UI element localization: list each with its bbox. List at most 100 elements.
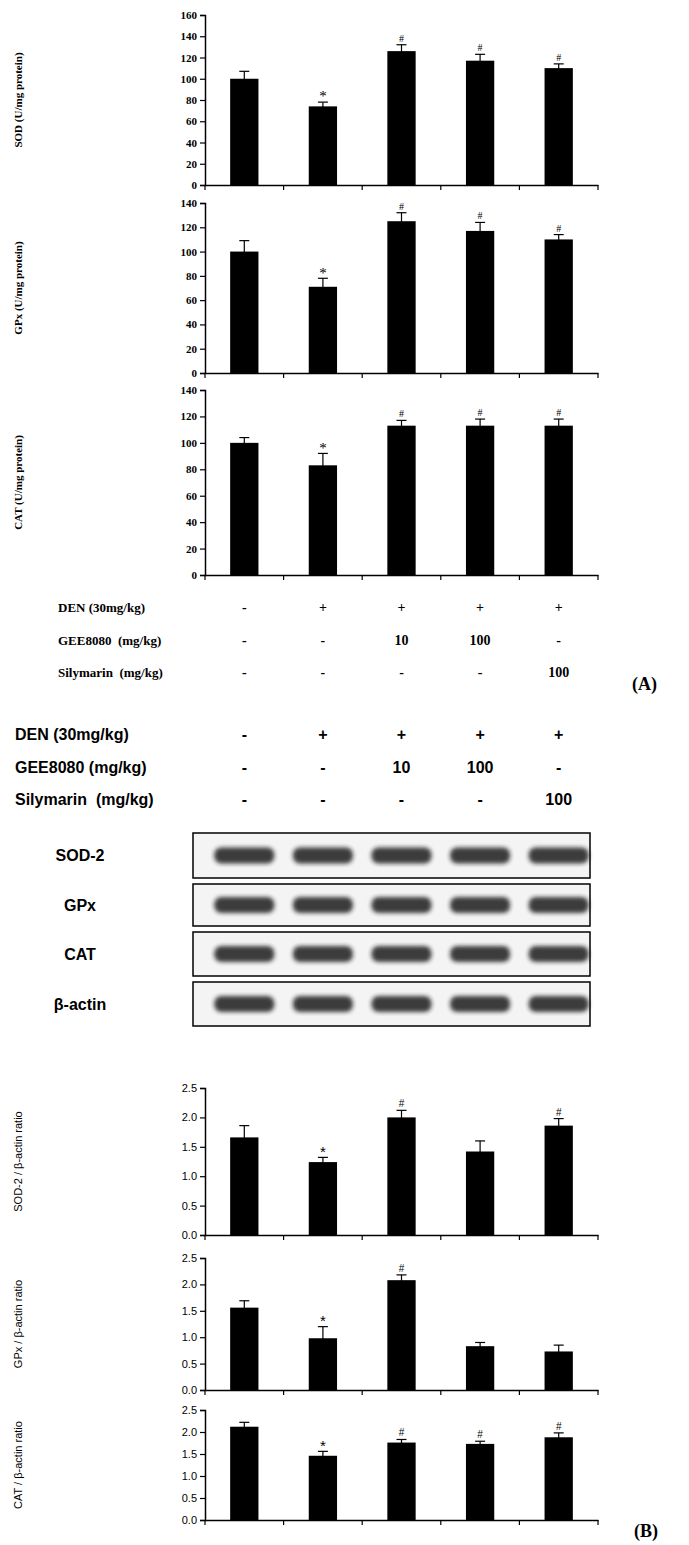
y-tick-label: 0.5: [182, 1200, 197, 1212]
x-separator: [204, 185, 205, 190]
treatment-label: Silymarin (mg/kg): [15, 791, 154, 808]
y-tick: 0: [192, 179, 206, 191]
y-tick: 1.5: [182, 1141, 205, 1153]
significance-star: *: [319, 88, 327, 104]
y-tick: 0: [192, 569, 206, 581]
bar: [545, 68, 573, 185]
bar: [230, 252, 258, 373]
y-tick-mark: [200, 548, 205, 549]
y-tick-mark: [200, 36, 205, 37]
significance-hash: #: [556, 52, 561, 63]
y-tick-label: 0.5: [182, 1358, 197, 1370]
y-tick-label: 60: [186, 115, 198, 127]
x-separator: [362, 1235, 363, 1240]
treatment-label: Silymarin (mg/kg): [58, 665, 163, 680]
blot-label: β-actin: [54, 996, 106, 1013]
significance-star: *: [320, 1143, 326, 1160]
blot-frame: [193, 833, 590, 878]
error-bar-cap: [475, 54, 485, 55]
blot-band: [450, 996, 510, 1012]
blot-label: CAT: [64, 946, 96, 963]
error-bar-cap: [397, 212, 407, 213]
error-bar-stem: [244, 1126, 245, 1150]
y-tick-mark: [200, 1432, 205, 1433]
y-tick: 20: [186, 158, 205, 170]
y-axis-title: CAT / β-actin ratio: [12, 1421, 24, 1509]
y-tick-mark: [200, 1476, 205, 1477]
error-bar-cap: [475, 1140, 485, 1141]
treatment-value: -: [321, 633, 326, 648]
treatment-table: DEN (30mg/kg)-++++GEE8080 (mg/kg)--10100…: [15, 726, 572, 808]
treatment-value: 100: [470, 633, 491, 648]
error-bar-cap: [239, 1149, 249, 1150]
y-tick-mark: [200, 349, 205, 350]
significance-hash: #: [477, 1429, 483, 1440]
error-bar-cap: [239, 1300, 249, 1301]
y-axis: 020406080100120140160: [181, 9, 206, 191]
y-tick-mark: [200, 1284, 205, 1285]
error-bar-cap: [397, 1124, 407, 1125]
y-axis-line: [200, 204, 206, 374]
treatment-value: -: [242, 600, 247, 615]
bar: [545, 426, 573, 575]
y-tick: 60: [186, 490, 205, 502]
y-tick: 2.5: [182, 1252, 205, 1264]
error-bar: [397, 1439, 407, 1445]
y-tick-label: 80: [186, 270, 198, 282]
error-bar-stem: [244, 1301, 245, 1315]
significance-hash: #: [399, 408, 404, 419]
y-tick-label: 40: [186, 516, 198, 528]
y-tick-label: 100: [181, 437, 198, 449]
y-tick: 60: [186, 115, 205, 127]
y-tick-label: 0: [192, 367, 198, 379]
y-tick: 80: [186, 270, 205, 282]
y-tick: 0.0: [182, 1384, 205, 1396]
error-bar: [239, 1422, 249, 1431]
error-bar-stem: [322, 1327, 323, 1350]
error-bar-cap: [554, 432, 564, 433]
treatment-label: DEN (30mg/kg): [58, 600, 145, 615]
y-tick-label: 120: [181, 52, 198, 64]
error-bar-cap: [475, 432, 485, 433]
y-tick-mark: [200, 416, 205, 417]
y-tick-label: 1.0: [182, 1470, 197, 1482]
x-separator: [440, 185, 441, 190]
significance-hash: #: [556, 1421, 562, 1432]
y-tick-mark: [200, 1410, 205, 1411]
x-axis: [206, 185, 599, 186]
x-separator: [362, 373, 363, 378]
error-bar-cap: [397, 1110, 407, 1111]
y-tick-mark: [200, 1520, 205, 1521]
y-tick: 100: [181, 73, 206, 85]
bar: [309, 465, 337, 575]
x-separator: [519, 373, 520, 378]
y-axis-line: [200, 1411, 206, 1521]
x-separator: [204, 1390, 205, 1395]
error-bar-cap: [318, 477, 328, 478]
y-tick: 0.0: [182, 1514, 205, 1526]
error-bar-cap: [475, 1349, 485, 1350]
y-tick-mark: [200, 79, 205, 80]
bar: [309, 1162, 337, 1235]
y-tick-mark: [200, 121, 205, 122]
error-bar: [397, 213, 407, 230]
error-bar: [554, 1433, 564, 1442]
significance-hash: #: [399, 33, 404, 44]
treatment-value: -: [478, 665, 483, 680]
error-bar-cap: [239, 1422, 249, 1423]
y-tick: 0: [192, 367, 206, 379]
x-separator: [597, 185, 598, 190]
y-axis-line: [200, 16, 206, 186]
bar: [387, 221, 415, 373]
x-separator: [440, 373, 441, 378]
y-axis: 0.00.51.01.52.02.5: [182, 1404, 206, 1526]
x-separator: [597, 1520, 598, 1525]
x-separator: [440, 1390, 441, 1395]
x-separator: [440, 1235, 441, 1240]
bar-chart: 0.00.51.01.52.02.5SOD-2 / β-actin ratio*…: [12, 1082, 599, 1241]
y-tick-label: 1.0: [182, 1170, 197, 1182]
y-tick-mark: [200, 522, 205, 523]
x-separator: [597, 1390, 598, 1395]
significance-hash: #: [478, 42, 483, 53]
x-separator: [519, 1390, 520, 1395]
